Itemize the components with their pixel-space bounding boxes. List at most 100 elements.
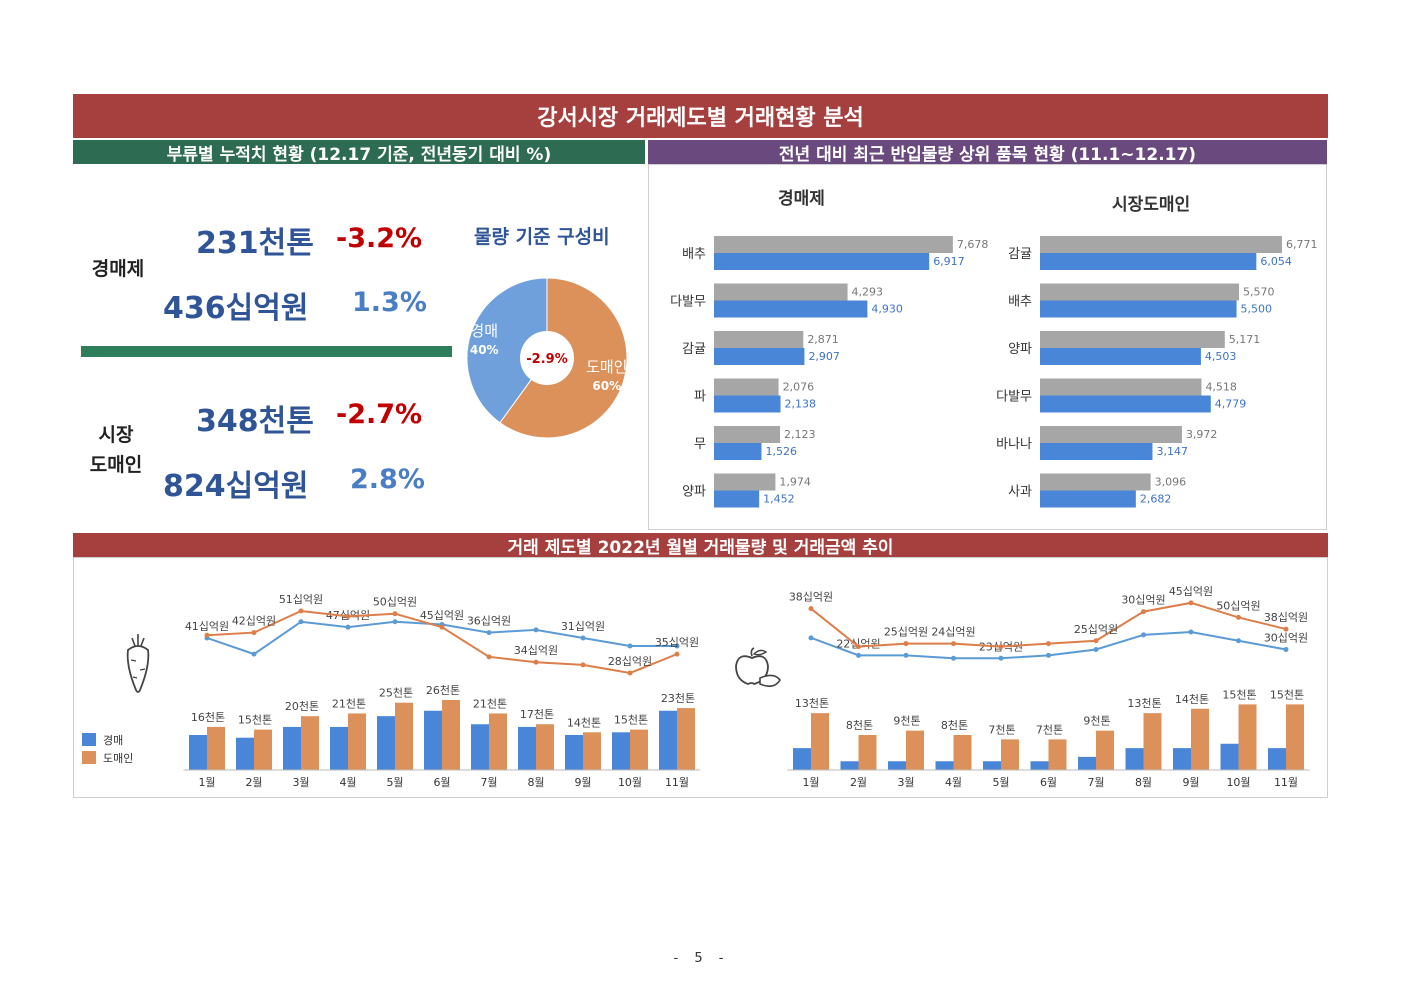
wholesale-category-2: 양파 <box>1008 342 1032 357</box>
wholesale-bar-1-5 <box>1040 490 1136 508</box>
fruit-bar-1-1 <box>858 735 877 770</box>
wholesale-bar-1-2 <box>1040 348 1201 365</box>
veg-bar-label-7: 17천톤 <box>520 707 554 721</box>
veg-line-point-1-9 <box>627 670 633 676</box>
fruit-bar-label-4: 7천톤 <box>988 722 1015 736</box>
auction-bar-1-0 <box>714 253 930 270</box>
auction-value-1-1: 4,930 <box>871 303 903 316</box>
veg-month-0: 1월 <box>198 776 215 789</box>
fruit-bar-1-9 <box>1238 704 1257 770</box>
veg-bar-1-0 <box>207 726 225 770</box>
fruit-month-4: 5월 <box>992 776 1009 789</box>
fruit-month-2: 3월 <box>897 776 914 789</box>
fruit-line-point-1-9 <box>1236 614 1241 620</box>
fruit-bar-0-5 <box>1030 761 1049 770</box>
wholesale-amount-change: 2.8% <box>350 464 425 495</box>
veg-line-point-0-2 <box>298 619 304 625</box>
veg-bar-0-7 <box>518 726 536 770</box>
fruit-line-point-1-6 <box>1093 638 1099 644</box>
auction-value-0-1: 4,293 <box>852 286 884 299</box>
veg-line-label-0-0: 41십억원 <box>185 620 229 633</box>
veg-line-label-0-6: 36십억원 <box>467 615 511 628</box>
veg-bar-0-5 <box>424 710 442 770</box>
veg-bar-1-9 <box>630 729 648 770</box>
pie-title: 물량 기준 구성비 <box>474 226 610 248</box>
pie-center-hole <box>520 331 574 385</box>
wholesale-bar-1-4 <box>1040 443 1153 460</box>
wholesale-bar-0-5 <box>1040 473 1151 491</box>
divider <box>81 346 452 357</box>
auction-bar-0-3 <box>714 378 779 396</box>
wholesale-category-1: 배추 <box>1008 295 1032 310</box>
fruit-bar-0-3 <box>935 761 954 770</box>
fruit-bar-label-1: 8천톤 <box>846 718 873 732</box>
fruit-line-label-1-0: 38십억원 <box>789 591 833 604</box>
fruit-bar-label-6: 9천톤 <box>1083 714 1110 728</box>
fruit-bar-label-3: 8천톤 <box>941 718 968 732</box>
fruit-line-label-1-10: 38십억원 <box>1264 611 1308 624</box>
wholesale-label-line1: 시장 <box>98 424 134 446</box>
veg-bar-1-8 <box>583 732 601 770</box>
fruit-line-label-1-8: 45십억원 <box>1169 585 1213 598</box>
auction-top-items-chart: 배추 7,678 6,917 다발무 4,293 4,930 감귤 2,871 2,907 파 2,… <box>670 236 989 508</box>
veg-month-6: 7월 <box>480 776 497 789</box>
pie-slice-0 <box>466 277 548 424</box>
fruit-bar-0-2 <box>888 761 906 770</box>
veg-bar-label-2: 20천톤 <box>285 699 319 713</box>
fruit-line-label-0-10: 30십억원 <box>1264 632 1308 645</box>
veg-bar-1-2 <box>301 716 319 770</box>
fruit-line-point-0-2 <box>903 652 909 658</box>
fruit-line-label-0-1: 22십억원 <box>836 637 880 650</box>
wholesale-value-1-4: 3,147 <box>1156 445 1188 458</box>
auction-bar-0-5 <box>714 473 776 491</box>
fruit-month-3: 4월 <box>945 776 962 789</box>
auction-bar-0-0 <box>714 236 953 253</box>
fruit-line-point-1-0 <box>808 606 814 612</box>
veg-month-1: 2월 <box>245 776 262 789</box>
veg-line-point-1-10 <box>674 651 680 657</box>
wholesale-bar-0-1 <box>1040 283 1240 301</box>
fruit-line-point-1-3 <box>951 641 956 647</box>
fruit-bar-1-5 <box>1048 739 1067 770</box>
fruit-line-point-1-7 <box>1141 609 1146 615</box>
veg-line-point-1-2 <box>298 608 304 614</box>
auction-value-0-0: 7,678 <box>957 238 989 251</box>
veg-bar-1-4 <box>395 702 413 770</box>
veg-line-point-0-6 <box>486 630 492 636</box>
fruit-bar-1-8 <box>1191 708 1209 770</box>
pie-chart: 경매 40% 도매인 60% -2.9% <box>466 277 628 439</box>
veg-line-label-1-9: 28십억원 <box>608 655 652 668</box>
fruit-line-label-1-3: 24십억원 <box>931 626 975 639</box>
auction-chart-title: 경매제 <box>778 189 825 209</box>
auction-bar-1-5 <box>714 490 760 508</box>
veg-bar-0-10 <box>659 710 677 770</box>
wholesale-value-0-5: 3,096 <box>1155 476 1187 489</box>
page-number: - 5 - <box>673 951 730 966</box>
fruit-line-label-1-7: 30십억원 <box>1121 594 1165 607</box>
auction-value-1-4: 1,526 <box>765 445 797 458</box>
legend-auction-label: 경매 <box>103 734 124 747</box>
fruit-bar-0-6 <box>1078 756 1096 770</box>
wholesale-bar-1-0 <box>1040 253 1257 270</box>
fruit-bar-1-7 <box>1143 713 1162 770</box>
fruit-bar-1-3 <box>953 735 972 770</box>
auction-bar-1-2 <box>714 348 805 365</box>
wholesale-chart-title: 시장도매인 <box>1112 195 1191 215</box>
legend-auction-swatch <box>82 733 96 746</box>
fruit-bar-0-8 <box>1173 748 1191 770</box>
veg-line-label-1-7: 34십억원 <box>514 644 558 657</box>
wholesale-value-0-1: 5,570 <box>1243 286 1275 299</box>
fruit-bar-0-1 <box>840 761 859 770</box>
wholesale-value-0-0: 6,771 <box>1286 238 1318 251</box>
veg-bar-label-1: 15천톤 <box>238 713 272 727</box>
veg-line-point-1-1 <box>251 630 257 636</box>
fruit-line-point-0-1 <box>856 652 861 658</box>
auction-value-1-5: 1,452 <box>763 493 795 506</box>
veg-bar-0-0 <box>189 735 207 770</box>
veg-line-point-0-9 <box>627 643 633 649</box>
fruit-line-point-1-1 <box>856 644 861 650</box>
auction-value-0-3: 2,076 <box>783 381 815 394</box>
auction-bar-1-4 <box>714 443 762 460</box>
veg-bar-1-7 <box>536 724 554 770</box>
veg-line-point-1-0 <box>204 632 210 638</box>
